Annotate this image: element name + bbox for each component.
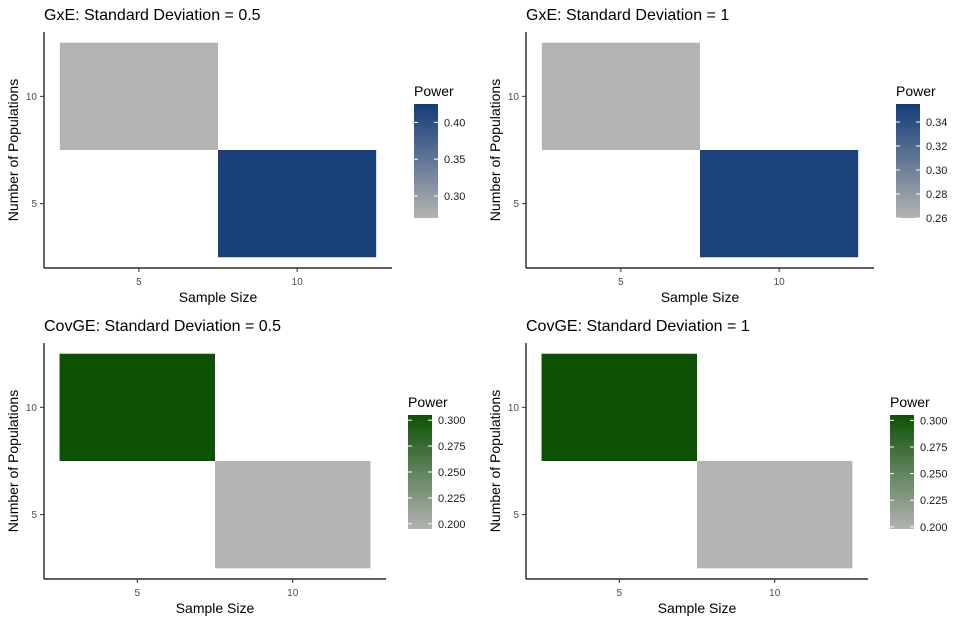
panel-title: CovGE: Standard Deviation = 1 xyxy=(526,318,750,335)
legend-tick-label: 0.30 xyxy=(444,191,465,203)
legend-tick-label: 0.250 xyxy=(920,469,948,481)
legend-colorbar xyxy=(890,415,914,529)
legend-tick-label: 0.35 xyxy=(444,154,465,166)
panel-title: CovGE: Standard Deviation = 0.5 xyxy=(44,318,281,335)
legend-tick-label: 0.300 xyxy=(920,415,948,427)
legend-tick-label: 0.250 xyxy=(438,467,466,479)
panel-3: CovGE: Standard Deviation = 0.5 5 10 5 10 Sam… xyxy=(5,318,466,616)
legend-tick-label: 0.32 xyxy=(926,141,947,153)
x-tick-label: 10 xyxy=(292,277,304,288)
x-axis-label: Sample Size xyxy=(658,600,737,616)
heatmap-cell xyxy=(59,42,219,150)
y-axis-label: Number of Populations xyxy=(487,390,503,532)
panel-4: CovGE: Standard Deviation = 15 10510Sampl… xyxy=(487,318,948,616)
x-axis-label: Sample Size xyxy=(179,289,258,305)
y-axis-label: Number of Populations xyxy=(5,79,21,221)
legend-tick-label: 0.30 xyxy=(926,165,947,177)
legend: Power 0.200 0.225 0.250 0.275 0.300 xyxy=(408,394,466,531)
y-tick-label: 5 xyxy=(513,510,519,521)
x-tick-label: 5 xyxy=(618,277,624,288)
legend: Power 0.26 0.28 0.30 0.32 0.34 xyxy=(896,83,947,225)
x-axis-label: Sample Size xyxy=(661,289,740,305)
y-tick-label: 10 xyxy=(508,92,520,103)
x-axis-label: Sample Size xyxy=(176,600,255,616)
heatmap-cell xyxy=(541,42,700,150)
panel-title: GxE: Standard Deviation = 0.5 xyxy=(44,7,261,24)
heatmap-cell xyxy=(697,461,853,569)
y-tick-label: 10 xyxy=(26,403,38,414)
legend: Power 0.200 0.225 0.250 0.275 0.300 xyxy=(890,394,948,534)
x-tick-label: 10 xyxy=(287,588,299,599)
legend-tick-label: 0.275 xyxy=(920,442,948,454)
legend-tick-label: 0.200 xyxy=(920,522,948,534)
heatmap-cell xyxy=(700,150,859,258)
y-tick-label: 10 xyxy=(508,403,520,414)
legend-title: Power xyxy=(896,83,936,99)
heatmap-cell xyxy=(215,461,371,569)
legend-tick-label: 0.300 xyxy=(438,415,466,427)
legend-tick-label: 0.225 xyxy=(920,495,948,507)
x-tick-label: 5 xyxy=(134,588,140,599)
legend-tick-label: 0.275 xyxy=(438,441,466,453)
legend-tick-label: 0.200 xyxy=(438,519,466,531)
x-tick-label: 5 xyxy=(136,277,142,288)
y-tick-label: 5 xyxy=(31,510,37,521)
legend-title: Power xyxy=(414,83,454,99)
legend-tick-label: 0.26 xyxy=(926,213,947,225)
x-tick-label: 10 xyxy=(769,588,781,599)
legend-tick-label: 0.225 xyxy=(438,493,466,505)
heatmap-cell xyxy=(218,150,377,258)
legend-colorbar xyxy=(414,104,438,218)
y-axis-label: Number of Populations xyxy=(5,390,21,532)
heatmap-cell xyxy=(541,353,697,461)
heatmap-cell xyxy=(59,353,215,461)
legend-tick-label: 0.40 xyxy=(444,117,465,129)
legend-title: Power xyxy=(890,394,930,410)
panel-1: GxE: Standard Deviation = 0.5 5 10 5 10 Sampl… xyxy=(5,7,465,305)
y-tick-label: 5 xyxy=(31,199,37,210)
legend-colorbar xyxy=(896,104,920,218)
legend-tick-label: 0.28 xyxy=(926,189,947,201)
x-tick-label: 10 xyxy=(774,277,786,288)
y-axis-label: Number of Populations xyxy=(487,79,503,221)
legend: Power 0.30 0.35 0.40 xyxy=(414,83,465,218)
y-tick-label: 10 xyxy=(26,92,38,103)
x-tick-label: 5 xyxy=(616,588,622,599)
panel-2: GxE: Standard Deviation = 15 10510Sample … xyxy=(487,7,947,305)
legend-tick-label: 0.34 xyxy=(926,117,947,129)
y-tick-label: 5 xyxy=(513,199,519,210)
panel-title: GxE: Standard Deviation = 1 xyxy=(526,7,729,24)
legend-title: Power xyxy=(408,394,448,410)
